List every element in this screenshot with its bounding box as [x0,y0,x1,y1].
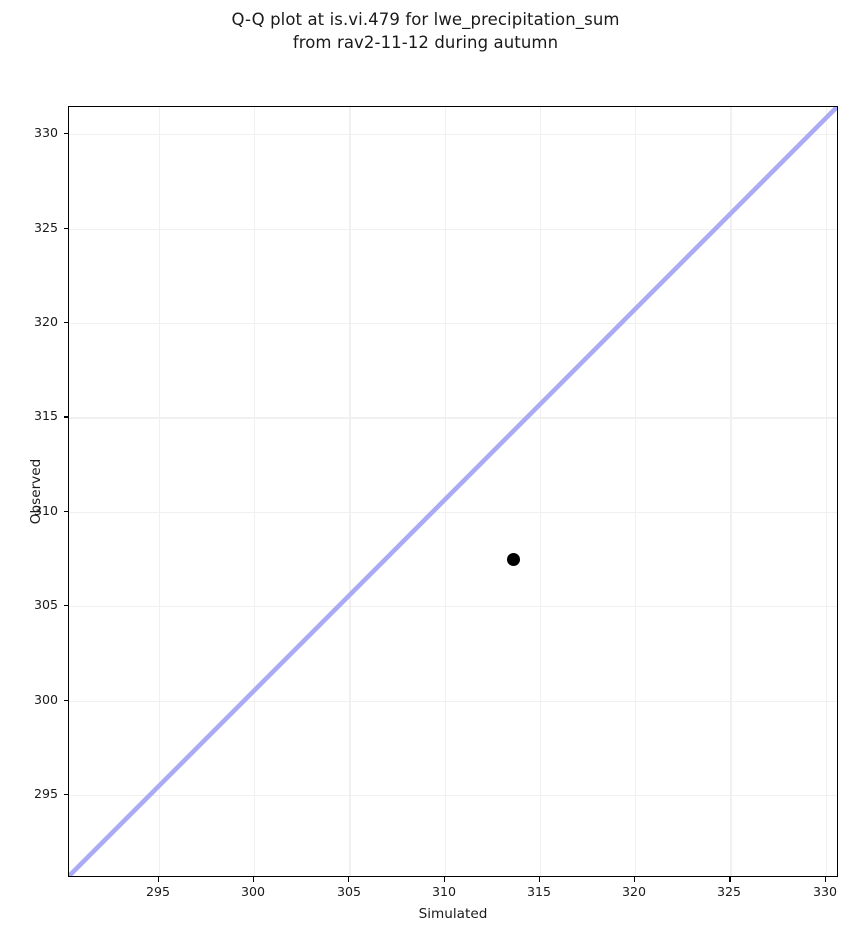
gridline-vertical-295 [158,107,160,876]
ytick-mark-305 [63,605,68,607]
gridline-vertical-310 [444,107,446,876]
ytick-mark-300 [63,699,68,701]
ytick-label-310: 310 [33,502,58,518]
xtick-label-325: 325 [716,884,742,899]
one-to-one-line [69,107,837,876]
gridline-horizontal-295 [69,795,837,797]
gridline-horizontal-310 [69,511,837,514]
ytick-label-320: 320 [33,313,58,329]
xtick-mark-330 [824,877,826,882]
gridline-vertical-300 [254,107,256,876]
gridline-horizontal-315 [69,417,837,419]
data-point-1 [506,552,520,566]
ytick-label-300: 300 [33,691,58,707]
gridline-horizontal-305 [69,606,837,608]
xtick-mark-320 [634,877,636,882]
ytick-mark-325 [63,227,68,229]
xtick-label-320: 320 [621,884,647,899]
ytick-label-330: 330 [33,124,58,140]
ytick-label-325: 325 [33,219,58,235]
chart-title: Q-Q plot at is.vi.479 for lwe_precipitat… [0,8,851,54]
gridline-horizontal-325 [69,228,837,230]
gridline-vertical-325 [730,107,732,876]
gridline-horizontal-320 [69,323,837,325]
gridline-horizontal-300 [69,700,837,702]
y-axis-label: Observed [28,458,44,525]
chart-title-line-1: Q-Q plot at is.vi.479 for lwe_precipitat… [231,10,620,29]
reference-line [69,107,837,876]
ytick-label-295: 295 [33,785,58,801]
ytick-mark-320 [63,322,68,324]
ytick-mark-315 [63,416,68,418]
gridline-vertical-330 [825,107,827,876]
ytick-mark-310 [63,510,68,512]
xtick-label-300: 300 [240,884,266,899]
xtick-mark-325 [729,877,731,882]
gridline-horizontal-330 [69,134,837,136]
ytick-mark-295 [63,794,68,796]
xtick-label-305: 305 [336,884,362,899]
chart-title-line-2: from rav2-11-12 during autumn [292,33,559,52]
xtick-mark-295 [157,877,159,882]
gridline-vertical-305 [349,107,351,876]
ytick-label-315: 315 [33,407,58,423]
xtick-mark-300 [253,877,255,882]
xtick-label-295: 295 [145,884,171,899]
xtick-mark-310 [443,877,445,882]
xtick-mark-315 [538,877,540,882]
x-axis-label: Simulated [418,906,488,922]
gridline-vertical-315 [539,107,542,876]
xtick-label-315: 315 [526,884,552,899]
ytick-label-305: 305 [33,596,58,612]
xtick-label-310: 310 [431,884,457,899]
gridline-vertical-320 [635,107,637,876]
xtick-label-330: 330 [812,884,838,899]
ytick-mark-330 [63,133,68,135]
plot-area [68,106,838,877]
xtick-mark-305 [348,877,350,882]
